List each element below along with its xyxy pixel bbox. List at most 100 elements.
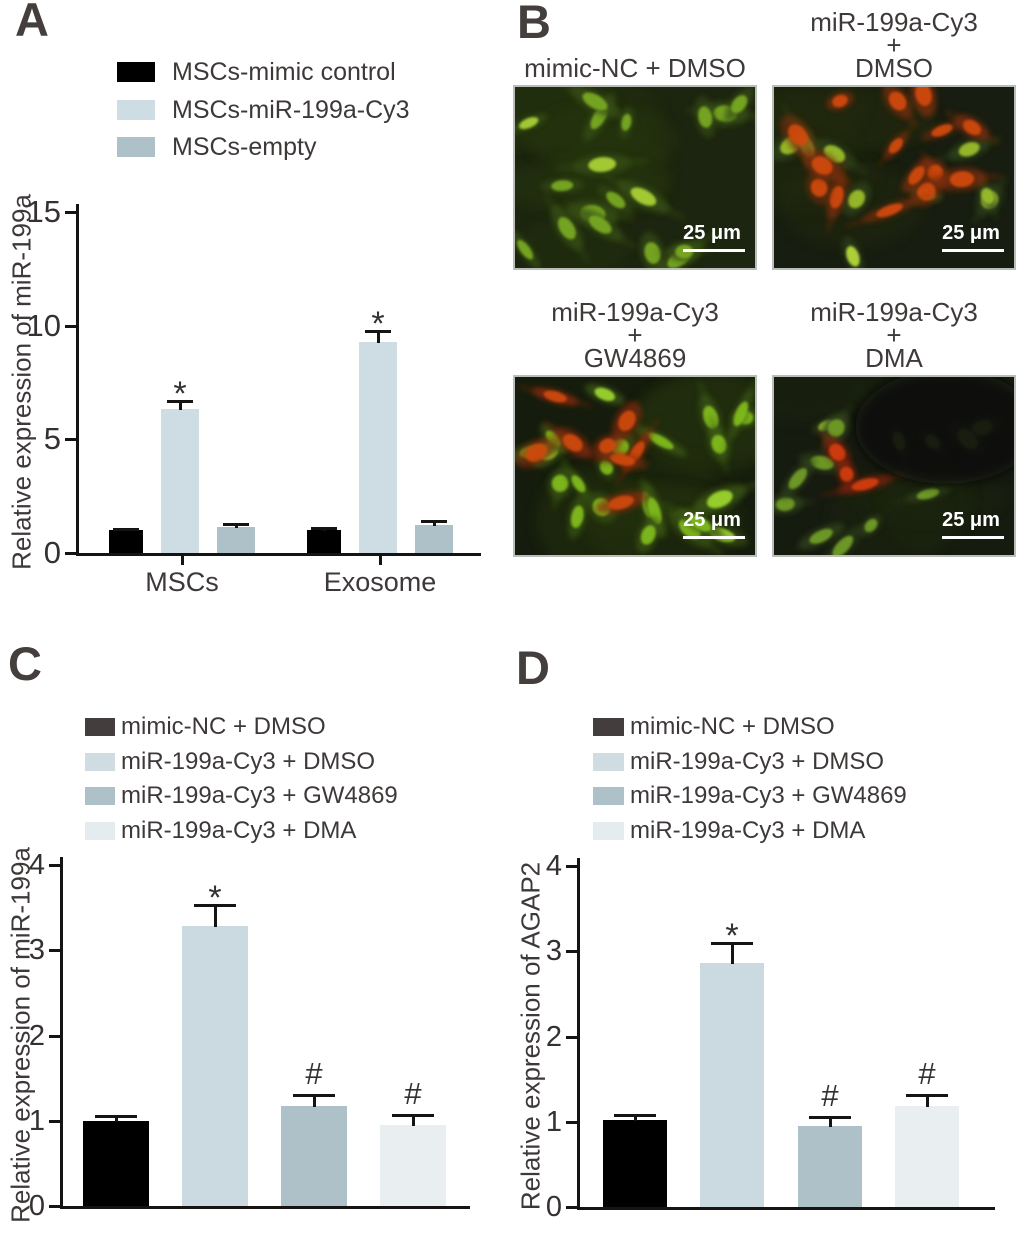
legend-label-C: miR-199a-Cy3 + DMSO: [121, 747, 376, 775]
micro-image-title-line: DMA: [865, 343, 923, 373]
cell-nucleus: [809, 528, 833, 544]
scale-bar: [942, 536, 1004, 539]
cell-nucleus: [519, 117, 539, 130]
significance-mark-C: #: [404, 1075, 422, 1111]
legend-swatch-A: [117, 62, 155, 82]
y-tick-label-D: 1: [545, 1105, 562, 1138]
significance-mark-C: *: [208, 879, 222, 918]
legend-label-C: miR-199a-Cy3 + DMA: [121, 816, 357, 844]
haze-blob: [499, 159, 671, 214]
y-tick-C: [49, 1205, 60, 1208]
legend-label-A: MSCs-mimic control: [172, 58, 396, 86]
y-axis-A: [76, 204, 79, 556]
bar-C: [83, 1120, 149, 1206]
bar-A: [359, 341, 397, 553]
micro-image-title: miR-199a-Cy3 + GW4869: [503, 297, 767, 373]
cell-nucleus: [848, 189, 866, 209]
y-tick-label-A: 5: [43, 421, 61, 457]
y-tick-D: [566, 865, 577, 868]
bar-A: [415, 524, 453, 553]
cell-field: [719, 55, 1014, 277]
cell-nucleus: [832, 535, 854, 558]
error-cap-C: [95, 1115, 137, 1119]
scale-bar-label: 25 μm: [942, 222, 1000, 244]
error-cap-A: [167, 399, 193, 403]
y-tick-label-D: 4: [545, 850, 562, 882]
cell-nucleus: [846, 245, 860, 267]
y-tick-label-C: 0: [28, 1190, 45, 1222]
cell-nucleus: [582, 92, 608, 111]
cell-nucleus: [915, 83, 932, 106]
error-bar-D: [730, 942, 734, 965]
legend-label-D: miR-199a-Cy3 + GW4869: [630, 782, 907, 809]
panel-c-letter: C: [8, 637, 42, 690]
micro-image-title-line: miR-199a-Cy3: [551, 297, 719, 327]
cell-nucleus: [832, 94, 848, 108]
error-cap-A: [311, 527, 337, 531]
cell-nucleus: [571, 475, 586, 493]
cell-nucleus: [810, 178, 828, 197]
y-tick-label-D: 3: [545, 935, 562, 968]
cell-nucleus: [543, 390, 567, 403]
micro-image-title-line: GW4869: [583, 343, 687, 373]
cell-nucleus: [931, 124, 953, 137]
legend-swatch-D: [593, 821, 624, 840]
y-tick-A: [65, 438, 76, 442]
y-tick-C: [49, 949, 60, 953]
cell-nucleus: [608, 495, 634, 510]
error-bar-D: [633, 1114, 637, 1122]
cell-nucleus: [962, 119, 982, 136]
x-category-label-A: MSCs: [145, 567, 219, 597]
cell-nucleus: [618, 410, 636, 432]
cell-nucleus: [776, 497, 795, 511]
x-tick-A: [378, 556, 382, 565]
cell-nucleus: [864, 518, 878, 533]
cell-nucleus: [949, 171, 975, 188]
legend-label-A: MSCs-miR-199a-Cy3: [172, 95, 410, 124]
micro-image-title: mimic-NC + DMSO: [503, 53, 767, 83]
error-bar-D: [828, 1117, 832, 1127]
cell-nucleus: [706, 490, 733, 509]
cell-nucleus: [609, 453, 635, 466]
legend-swatch-C: [85, 821, 115, 840]
cell-nucleus: [570, 505, 584, 529]
cell-nucleus: [888, 91, 907, 111]
y-tick-label-D: 0: [545, 1191, 562, 1223]
cell-nucleus: [711, 434, 727, 454]
error-cap-A: [421, 520, 447, 524]
cell-nucleus: [606, 191, 626, 209]
x-tick-A: [180, 556, 184, 565]
bar-A: [217, 526, 255, 553]
cell-nucleus: [688, 515, 712, 532]
bar-A: [307, 530, 341, 553]
cell-nucleus: [731, 95, 748, 114]
legend-swatch-D: [593, 787, 624, 805]
fluorescence-image: 25 μm: [420, 49, 766, 288]
error-cap-D: [906, 1094, 948, 1098]
error-cap-C: [293, 1094, 335, 1098]
cell-nucleus: [876, 203, 903, 218]
cell-nucleus: [916, 488, 940, 500]
legend-label-D: miR-199a-Cy3 + DMA: [630, 816, 866, 844]
y-tick-label-C: 2: [28, 1019, 45, 1052]
dark-region: [855, 369, 1020, 484]
error-bar-A: [178, 400, 182, 410]
y-axis-D: [577, 858, 580, 1210]
significance-mark-A: *: [173, 374, 187, 413]
x-category-label-A: Exosome: [323, 567, 437, 597]
significance-mark-D: #: [821, 1078, 839, 1114]
cell-nucleus: [908, 166, 925, 185]
significance-mark-C: #: [305, 1056, 323, 1092]
error-cap-C: [392, 1113, 434, 1117]
bar-D: [700, 963, 764, 1207]
error-cap-C: [194, 904, 236, 908]
x-axis-C: [60, 1206, 470, 1209]
fluorescence-image: 25 μm: [739, 341, 1020, 568]
panel-d-letter: D: [516, 641, 550, 694]
significance-mark-D: #: [918, 1056, 936, 1092]
cell-nucleus: [828, 443, 846, 461]
legend-label-C: miR-199a-Cy3 + GW4869: [121, 782, 398, 809]
micro-image-title-line: mimic-NC + DMSO: [524, 53, 746, 83]
cell-nucleus: [839, 466, 854, 482]
cell-nucleus: [562, 434, 583, 452]
